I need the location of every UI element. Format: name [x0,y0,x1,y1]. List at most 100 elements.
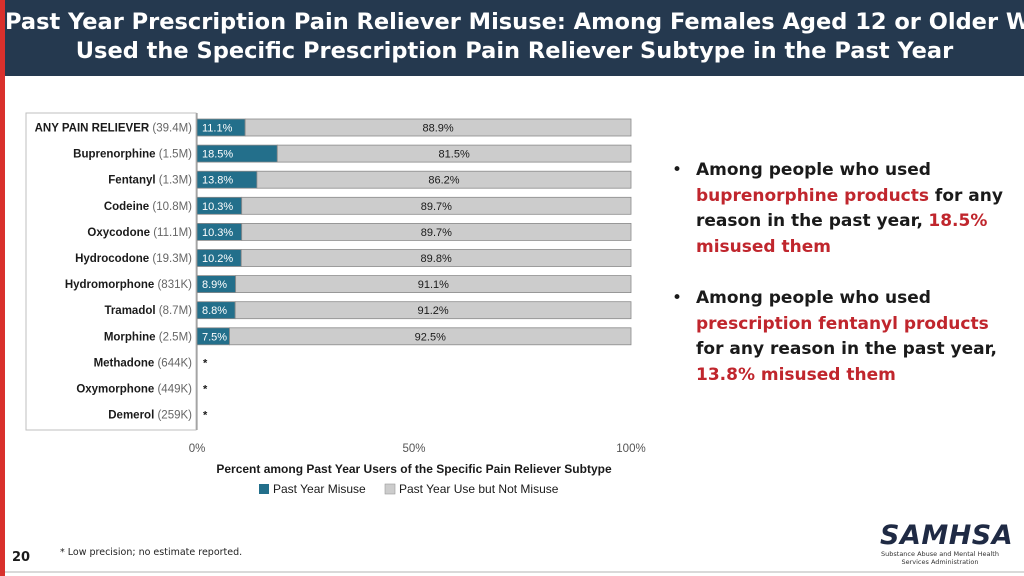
category-label: Oxymorphone (449K) [76,384,192,396]
slide-title-line-2: Used the Specific Prescription Pain Reli… [75,38,954,64]
category-sample-size: (2.5M) [159,331,192,343]
category-name: Methadone [94,357,158,369]
low-precision-marker: * [203,410,208,422]
slide-title-line-1: Past Year Prescription Pain Reliever Mis… [5,9,1024,35]
legend-swatch-misuse [259,484,269,494]
category-label: Buprenorphine (1.5M) [73,149,192,161]
bullet-text: Among people who used [696,160,931,180]
category-name: Tramadol [104,305,158,317]
samhsa-logo: SAMHSA Substance Abuse and Mental Health… [880,520,1014,567]
category-label: Hydrocodone (19.3M) [75,253,192,265]
category-name: Buprenorphine [73,149,159,161]
bar-not-misuse [229,327,632,346]
bullet-text: Among people who used [696,288,931,308]
category-sample-size: (39.4M) [152,123,192,135]
category-label: Morphine (2.5M) [104,331,192,343]
bar-not-misuse [240,249,632,267]
bar-not-misuse [256,170,632,189]
data-label-misuse: 10.2% [202,253,233,265]
category-sample-size: (644K) [157,357,192,369]
category-sample-size: (831K) [157,279,192,291]
bottom-divider [5,571,1024,573]
category-label: Oxycodone (11.1M) [87,227,192,239]
x-axis-title: Percent among Past Year Users of the Spe… [216,462,612,476]
x-tick-label: 0% [189,443,206,455]
slide-header: Past Year Prescription Pain Reliever Mis… [5,0,1024,76]
bullet-highlight: prescription fentanyl products [696,313,989,334]
category-label: Tramadol (8.7M) [104,305,192,317]
low-precision-marker: * [203,384,208,396]
bullet-text: for any reason in the past year, [696,185,1003,232]
category-sample-size: (11.1M) [153,227,192,239]
data-label-not-misuse: 81.5% [439,149,470,161]
category-sample-size: (1.3M) [159,175,192,187]
bullet-dot-icon: • [672,288,683,308]
bar-not-misuse [241,196,632,215]
data-label-misuse: 8.8% [202,305,227,317]
data-label-not-misuse: 89.7% [421,227,452,239]
category-label: ANY PAIN RELIEVER (39.4M) [35,123,193,135]
category-label: Codeine (10.8M) [104,201,192,213]
logo-subtitle-1: Substance Abuse and Mental Health [881,550,999,558]
data-label-misuse: 10.3% [202,227,233,239]
category-sample-size: (1.5M) [159,149,192,161]
logo-subtitle-2: Services Administration [901,558,979,566]
category-label: Methadone (644K) [94,357,193,369]
data-label-misuse: 10.3% [202,201,233,213]
x-tick-label: 50% [402,443,425,455]
category-name: Codeine [104,201,153,213]
data-label-not-misuse: 91.1% [418,279,449,291]
footnote: * Low precision; no estimate reported. [60,547,243,558]
data-label-misuse: 11.1% [202,123,233,135]
data-label-misuse: 18.5% [202,149,233,161]
bullet-highlight: 18.5% misused them [696,211,988,257]
legend-swatch-not-misuse [384,483,396,495]
category-name: Fentanyl [108,175,158,187]
category-label: Demerol (259K) [108,410,192,422]
category-name: Hydromorphone [65,279,158,291]
bullet-item: • Among people who used buprenorphine pr… [668,158,1013,260]
data-label-not-misuse: 89.8% [421,253,452,265]
category-label: Hydromorphone (831K) [65,279,192,291]
category-sample-size: (259K) [157,410,192,422]
data-label-not-misuse: 86.2% [428,175,459,187]
bullet-highlight: buprenorphine products [696,185,929,206]
category-sample-size: (10.8M) [152,201,192,213]
bullet-highlight: 13.8% misused them [696,364,896,385]
left-accent-bar [0,0,5,576]
bar-not-misuse [235,275,632,294]
x-tick-label: 100% [616,443,645,455]
category-name: Oxycodone [87,227,153,239]
category-name: Hydrocodone [75,253,152,265]
category-label-frame [25,112,197,431]
category-sample-size: (8.7M) [159,305,192,317]
low-precision-marker: * [203,357,208,369]
bar-not-misuse [241,222,632,241]
bullet-item: • Among people who used prescription fen… [668,286,1013,388]
category-label: Fentanyl (1.3M) [108,175,192,187]
category-name: Demerol [108,410,157,422]
category-name: ANY PAIN RELIEVER [35,123,153,135]
logo-mark: SAMHSA [880,520,1014,551]
data-label-not-misuse: 92.5% [415,331,446,343]
legend-label-not-misuse: Past Year Use but Not Misuse [399,482,559,496]
bullet-list: • Among people who used buprenorphine pr… [668,158,1013,414]
bullet-dot-icon: • [672,160,683,180]
bar-not-misuse [244,118,632,137]
data-label-not-misuse: 88.9% [422,123,453,135]
data-label-not-misuse: 89.7% [421,201,452,213]
bar-not-misuse [276,144,632,163]
data-label-misuse: 8.9% [202,279,227,291]
page-number: 20 [12,550,31,565]
legend-label-misuse: Past Year Misuse [273,482,366,496]
bar-not-misuse [234,301,632,320]
data-label-misuse: 13.8% [202,175,233,187]
category-sample-size: (449K) [157,384,192,396]
category-sample-size: (19.3M) [152,253,192,265]
bullet-text: for any reason in the past year, [696,339,997,359]
data-label-not-misuse: 91.2% [417,305,448,317]
data-label-misuse: 7.5% [202,331,227,343]
category-name: Morphine [104,331,159,343]
category-name: Oxymorphone [76,384,157,396]
